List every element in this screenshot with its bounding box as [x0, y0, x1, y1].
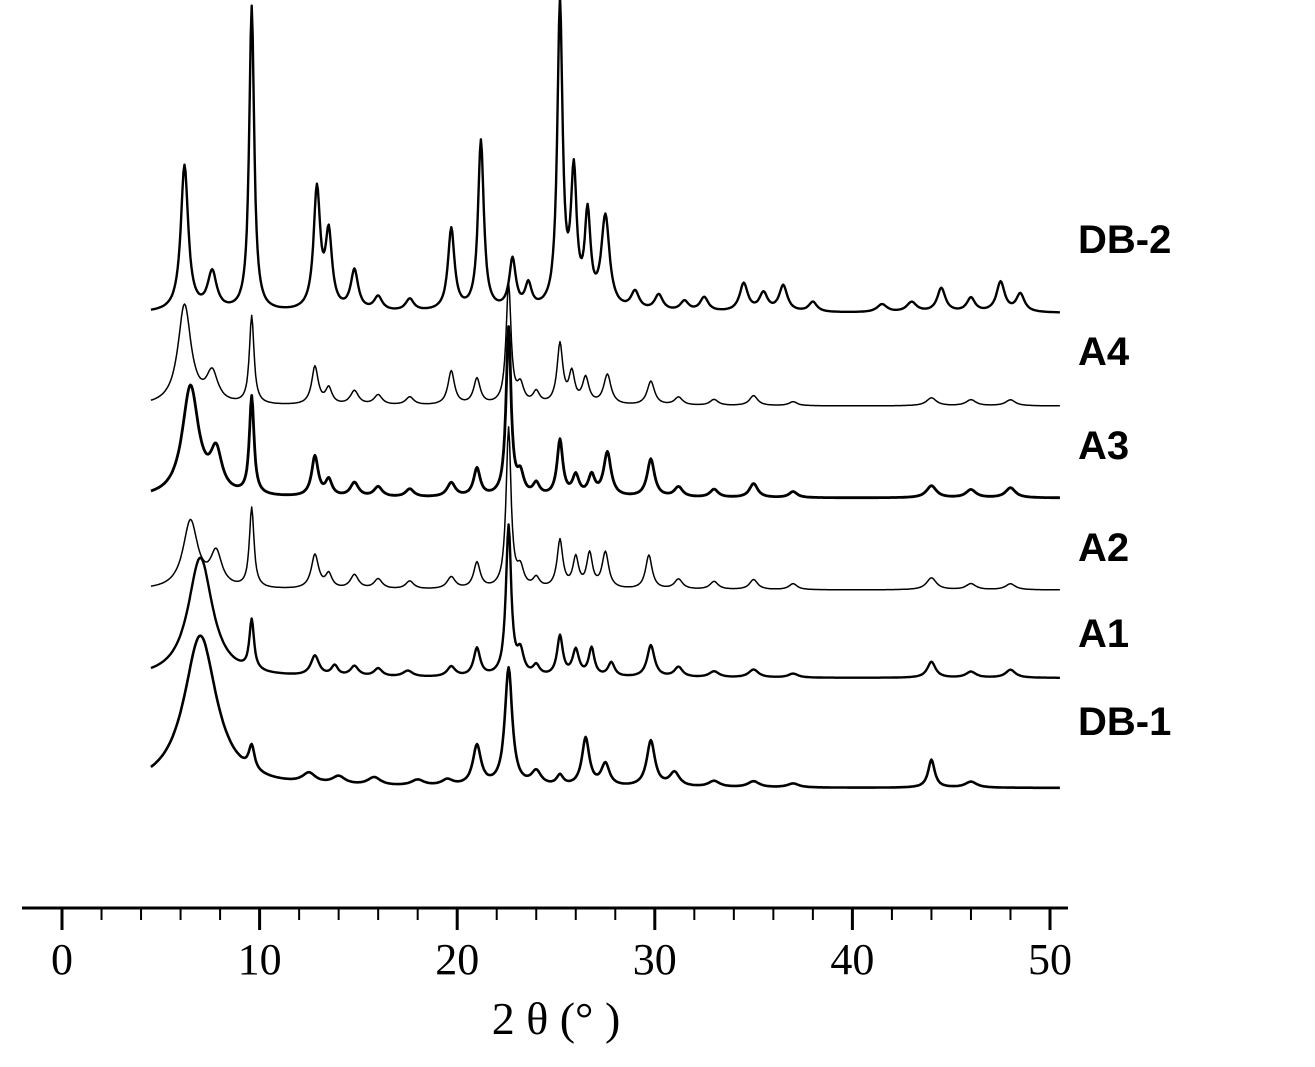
series-label-A1: A1 [1078, 612, 1129, 657]
x-tick-label-20: 20 [417, 934, 497, 985]
series-label-A3: A3 [1078, 424, 1129, 469]
series-label-A2: A2 [1078, 526, 1129, 571]
x-tick-label-10: 10 [220, 934, 300, 985]
series-label-DB-2: DB-2 [1078, 218, 1171, 263]
x-axis-title: 2 θ (° ) [406, 992, 706, 1045]
x-tick-label-50: 50 [1010, 934, 1090, 985]
x-tick-label-30: 30 [615, 934, 695, 985]
x-tick-label-0: 0 [22, 934, 102, 985]
series-label-DB-1: DB-1 [1078, 700, 1171, 745]
series-label-A4: A4 [1078, 330, 1129, 375]
xrd-chart: DB-1 A1 A2 A3 A4 DB-2 0 10 20 30 40 50 2 θ (° ) [0, 0, 1315, 1067]
x-tick-label-40: 40 [812, 934, 892, 985]
